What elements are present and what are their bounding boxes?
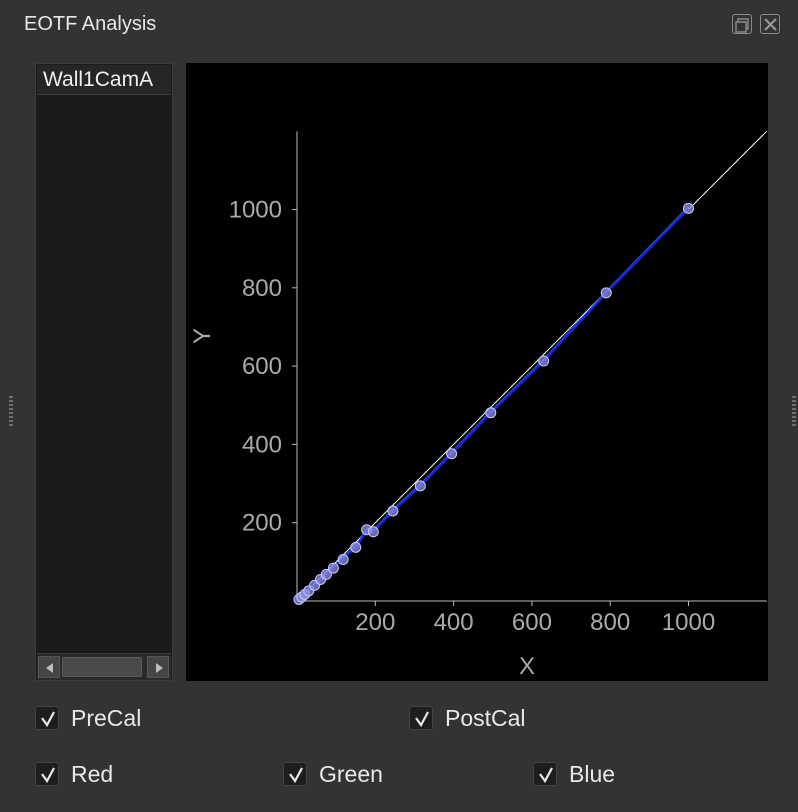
blue-checkbox-row[interactable]: Blue: [533, 759, 615, 789]
float-button[interactable]: [732, 14, 752, 34]
measurement-point: [350, 541, 362, 553]
close-button[interactable]: [760, 14, 780, 34]
postcal-checkbox-row[interactable]: PostCal: [409, 703, 526, 733]
right-resize-handle[interactable]: [792, 396, 796, 428]
measurement-point: [485, 407, 497, 419]
measurement-point: [446, 448, 458, 460]
blue-label: Blue: [569, 760, 616, 787]
x-tick-label: 400: [434, 609, 474, 636]
window-title: EOTF Analysis: [24, 13, 157, 35]
x-tick-label: 200: [355, 609, 395, 636]
y-tick-label: 400: [242, 431, 282, 458]
camera-list[interactable]: Wall1CamA: [35, 63, 173, 681]
measurement-point: [538, 355, 550, 367]
eotf-chart: 200 400 600 800 1000 200 400 600 800 1000 X Y: [189, 130, 768, 680]
scroll-left-button[interactable]: [38, 656, 60, 678]
green-checkbox-row[interactable]: Green: [283, 759, 383, 789]
eotf-plot[interactable]: 200 400 600 800 1000 200 400 600 800 1000 X Y: [186, 63, 768, 681]
x-tick-label: 1000: [662, 609, 715, 636]
measurement-point: [327, 562, 339, 574]
checkmark-icon: [41, 767, 55, 784]
list-item-wall1cama[interactable]: Wall1CamA: [37, 65, 171, 95]
y-axis-label: Y: [189, 328, 216, 344]
postcal-label: PostCal: [445, 704, 526, 731]
measurement-point: [387, 505, 399, 517]
triangle-left-icon: [46, 663, 53, 673]
measurement-point: [320, 568, 332, 580]
x-tick-label: 600: [512, 609, 552, 636]
scroll-thumb[interactable]: [62, 657, 142, 677]
measurement-point: [367, 526, 379, 538]
x-tick-label: 800: [590, 609, 630, 636]
precal-label: PreCal: [71, 704, 142, 731]
triangle-right-icon: [156, 663, 163, 673]
measurement-point: [683, 202, 694, 214]
y-tick-label: 200: [242, 510, 282, 537]
left-resize-handle[interactable]: [9, 396, 13, 428]
green-label: Green: [319, 760, 383, 787]
measurement-point: [600, 287, 612, 299]
y-tick-label: 800: [242, 275, 282, 302]
precal-checkbox[interactable]: [35, 706, 59, 730]
measurement-point: [337, 554, 349, 566]
float-icon: [735, 18, 749, 33]
checkmark-icon: [539, 767, 553, 784]
red-label: Red: [71, 760, 114, 787]
y-tick-label: 600: [242, 353, 282, 380]
green-checkbox[interactable]: [283, 762, 307, 786]
postcal-checkbox[interactable]: [409, 706, 433, 730]
measurement-point: [414, 480, 426, 492]
scroll-right-button[interactable]: [147, 656, 169, 678]
checkmark-icon: [289, 767, 303, 784]
close-icon: [764, 18, 777, 31]
checkmark-icon: [415, 711, 429, 728]
y-tick-label: 1000: [229, 197, 282, 224]
green-series-line: [296, 206, 690, 601]
horizontal-scrollbar[interactable]: [37, 653, 171, 680]
blue-checkbox[interactable]: [533, 762, 557, 786]
checkmark-icon: [41, 711, 55, 728]
precal-checkbox-row[interactable]: PreCal: [35, 703, 141, 733]
x-axis-label: X: [519, 653, 535, 680]
red-checkbox-row[interactable]: Red: [35, 759, 113, 789]
red-checkbox[interactable]: [35, 762, 59, 786]
